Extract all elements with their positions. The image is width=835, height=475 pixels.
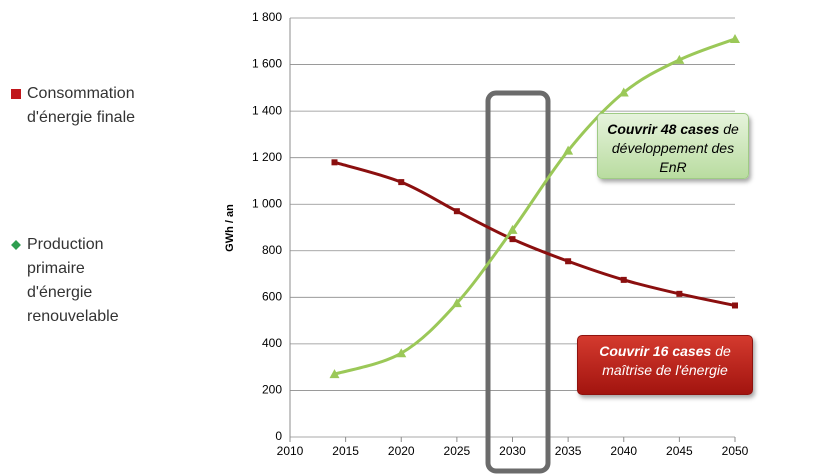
- point: [618, 87, 629, 97]
- x-tick-label: 2015: [332, 444, 359, 458]
- legend-item: Production primaire d'énergie renouvelab…: [11, 233, 137, 329]
- y-tick-label: 600: [262, 290, 282, 304]
- y-tick-label: 1 400: [252, 103, 282, 117]
- point: [620, 276, 627, 283]
- legend-text: Consommation d'énergie finale: [27, 85, 136, 126]
- legend-text: Production primaire d'énergie renouvelab…: [27, 236, 119, 325]
- point: [329, 369, 340, 379]
- y-tick-label: 1 200: [252, 150, 282, 164]
- x-tick-label: 2010: [277, 444, 304, 458]
- x-tick-label: 2050: [722, 444, 749, 458]
- annotation-bold: Couvrir 16 cases: [599, 343, 712, 359]
- point: [730, 33, 740, 43]
- y-tick-label: 1 600: [252, 57, 282, 71]
- highlight-frame: [485, 90, 551, 474]
- point: [674, 54, 685, 64]
- series-line: [334, 160, 736, 307]
- point: [398, 179, 405, 186]
- legend-item: Consommation d'énergie finale: [11, 82, 177, 130]
- annotation: Couvrir 48 cases de développement des En…: [597, 113, 749, 179]
- x-tick-label: 2035: [555, 444, 582, 458]
- x-tick-label: 2020: [388, 444, 415, 458]
- point: [451, 298, 462, 308]
- annotation-text: de maîtrise de l'énergie: [602, 343, 731, 378]
- y-tick-label: 400: [262, 336, 282, 350]
- series-line: [334, 37, 736, 376]
- point: [331, 159, 338, 166]
- point: [509, 236, 516, 243]
- annotation: Couvrir 16 cases de maîtrise de l'énergi…: [577, 335, 753, 395]
- x-tick-label: 2040: [610, 444, 637, 458]
- y-tick-label: 1 000: [252, 196, 282, 210]
- y-tick-label: 200: [262, 383, 282, 397]
- point: [565, 258, 572, 265]
- annotation-bold: Couvrir 48 cases: [607, 121, 720, 137]
- point: [563, 145, 574, 155]
- y-tick-label: 1 800: [252, 10, 282, 24]
- y-tick-label: 800: [262, 243, 282, 257]
- point: [732, 302, 738, 309]
- y-axis-label: GWh / an: [224, 204, 236, 252]
- x-tick-label: 2030: [499, 444, 526, 458]
- x-tick-label: 2045: [666, 444, 693, 458]
- point: [453, 208, 460, 215]
- annotation-text: de développement des EnR: [611, 121, 739, 175]
- point: [676, 290, 683, 297]
- x-tick-label: 2025: [444, 444, 471, 458]
- y-tick-label: 0: [275, 429, 282, 443]
- legend-marker: [11, 89, 21, 99]
- point: [507, 224, 518, 234]
- point: [396, 348, 407, 358]
